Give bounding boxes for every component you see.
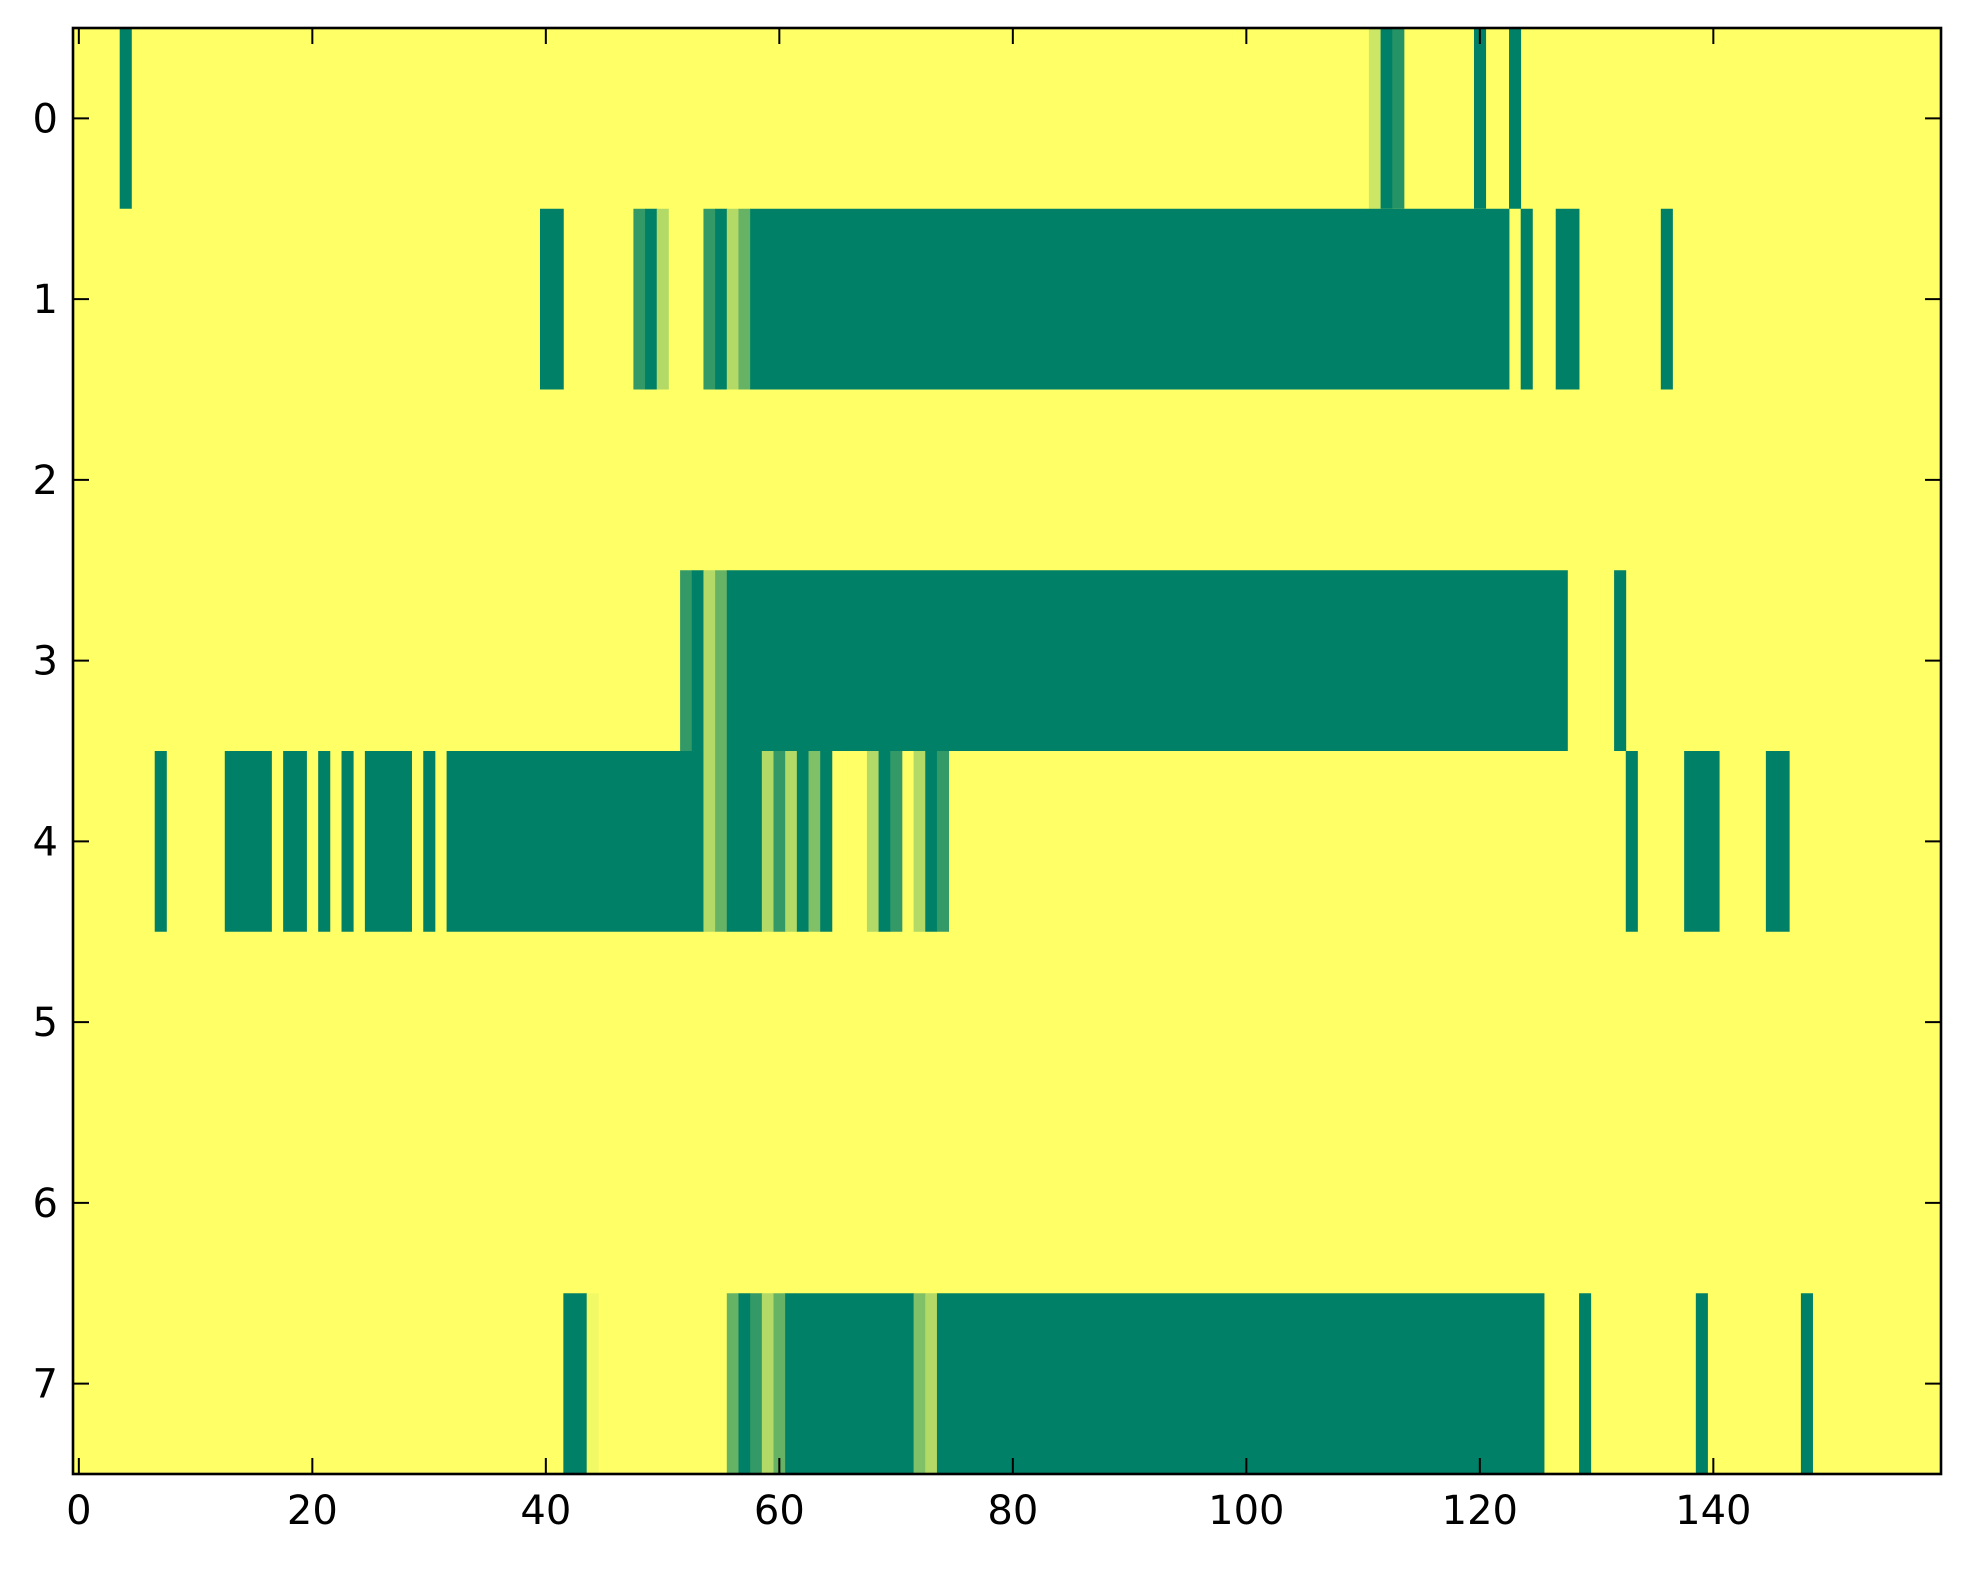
heatmap-cell (925, 751, 938, 932)
heatmap-cells (73, 28, 1941, 1474)
heatmap-cell (726, 208, 739, 390)
heatmap-cell (1800, 1293, 1813, 1474)
x-tick-label: 120 (1442, 1488, 1518, 1534)
heatmap-cell (820, 751, 833, 932)
heatmap-cell (1765, 751, 1790, 932)
heatmap-cell (364, 751, 412, 932)
x-tick-label: 40 (520, 1488, 571, 1534)
heatmap-cell (796, 751, 809, 932)
heatmap-cell (1555, 208, 1580, 390)
heatmap-cell (936, 751, 950, 932)
y-tick-label: 1 (33, 277, 58, 323)
heatmap-cell (1579, 1293, 1592, 1474)
axis-ticks (73, 28, 1941, 1474)
y-tick-label: 2 (33, 458, 58, 504)
heatmap-cell (913, 751, 926, 932)
heatmap-cell (680, 570, 693, 751)
heatmap-cell (1660, 208, 1673, 390)
heatmap-cell (913, 1293, 926, 1474)
heatmap-cell (691, 570, 704, 751)
heatmap-cell (925, 1293, 938, 1474)
x-tick-label: 20 (287, 1488, 338, 1534)
y-tick-label: 4 (33, 819, 58, 865)
heatmap-cell (715, 208, 728, 390)
x-tick-label: 100 (1208, 1488, 1284, 1534)
heatmap-cell (341, 751, 354, 932)
heatmap-cell (656, 208, 669, 390)
heatmap-cell (1474, 28, 1487, 209)
heatmap-cell (446, 751, 704, 932)
heatmap-cell (785, 751, 798, 932)
heatmap-cell (703, 751, 716, 932)
heatmap-cell (1684, 751, 1720, 932)
heatmap-cell (715, 751, 728, 932)
heatmap-cell (645, 208, 658, 390)
heatmap-cell (1614, 570, 1627, 751)
heatmap-cell (1509, 28, 1522, 209)
heatmap-cell (738, 208, 751, 390)
heatmap-cell (1625, 751, 1638, 932)
x-tick-label: 60 (754, 1488, 805, 1534)
heatmap-cell (726, 570, 1568, 751)
heatmap-cell (1520, 208, 1533, 390)
heatmap-cell (119, 28, 132, 209)
heatmap-cell (761, 1293, 774, 1474)
plot-frame (71, 26, 1943, 1476)
tick-labels: 0 20 40 60 80 100 120 140 0 1 2 3 4 5 6 7 (33, 96, 1752, 1534)
heatmap-cell (866, 751, 879, 932)
heatmap-cell (318, 751, 331, 932)
heatmap-cell (726, 1293, 739, 1474)
heatmap-cell (773, 1293, 786, 1474)
heatmap-cell (1695, 1293, 1708, 1474)
heatmap-cell (878, 751, 891, 932)
heatmap-cell (750, 208, 1510, 390)
y-tick-label: 3 (33, 639, 58, 685)
heatmap-cell (773, 751, 786, 932)
heatmap-cell (423, 751, 436, 932)
y-tick-label: 0 (33, 96, 58, 142)
heatmap-cell (726, 751, 763, 932)
heatmap-cell (703, 570, 716, 751)
heatmap-cell (633, 208, 646, 390)
heatmap-cell (808, 751, 821, 932)
heatmap-cell (1368, 28, 1381, 209)
heatmap-cell (1380, 28, 1393, 209)
y-tick-label: 5 (33, 1000, 58, 1046)
heatmap-cell (936, 1293, 1545, 1474)
y-tick-label: 6 (33, 1181, 58, 1227)
heatmap-cell (703, 208, 716, 390)
x-tick-label: 140 (1675, 1488, 1751, 1534)
y-tick-label: 7 (33, 1362, 58, 1408)
heatmap-cell (785, 1293, 914, 1474)
heatmap-cell (1392, 28, 1405, 209)
heatmap-cell (563, 1293, 588, 1474)
heatmap-cell (154, 751, 167, 932)
heatmap-cell (283, 751, 307, 932)
heatmap-cell (750, 1293, 763, 1474)
heatmap-cell (715, 570, 728, 751)
x-tick-label: 80 (987, 1488, 1038, 1534)
heatmap-cell (224, 751, 272, 932)
heatmap-cell (890, 751, 903, 932)
heatmap-cell (586, 1293, 599, 1474)
heatmap-cell (761, 751, 774, 932)
heatmap-cell (540, 208, 564, 390)
heatmap-cell (738, 1293, 751, 1474)
x-tick-label: 0 (66, 1488, 91, 1534)
